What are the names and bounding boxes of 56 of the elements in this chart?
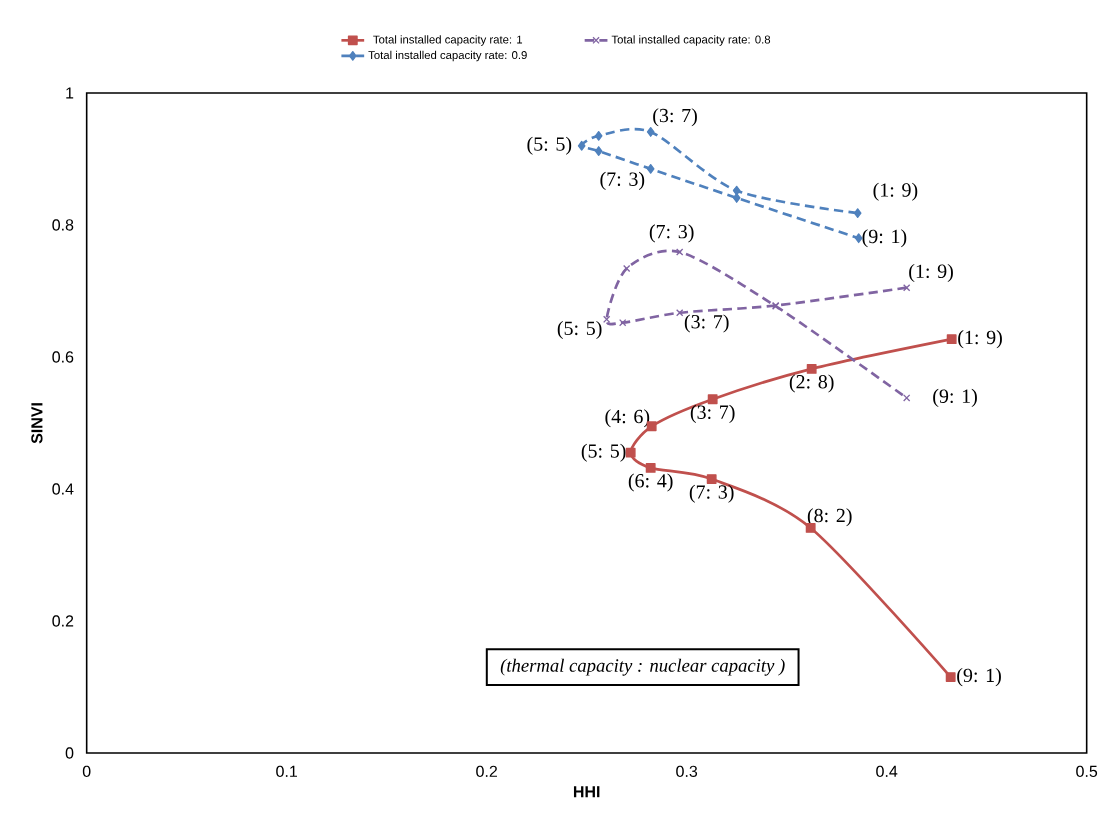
annotation: (9: 1) <box>957 668 1001 687</box>
point <box>806 363 817 374</box>
annotation: (5: 5) <box>527 136 572 155</box>
x-tick-label: 0.2 <box>476 765 497 778</box>
point <box>853 208 862 219</box>
x-tick-label: 0.3 <box>676 765 698 778</box>
annotation: (7: 3) <box>689 484 734 503</box>
point <box>732 185 741 196</box>
point <box>594 130 603 141</box>
legend-label: Total installed capacity rate: 1 <box>373 35 523 46</box>
annotation: (5: 5) <box>581 443 626 462</box>
point <box>577 140 586 151</box>
point <box>707 394 718 405</box>
y-tick-label: 0.6 <box>52 351 74 363</box>
annotation: (2: 8) <box>789 374 834 393</box>
point <box>945 672 956 683</box>
y-tick-label: 0.8 <box>52 219 74 231</box>
point <box>706 474 717 485</box>
point <box>805 522 816 533</box>
point <box>902 394 911 402</box>
x-tick-label: 0.1 <box>276 765 298 778</box>
point <box>646 163 655 174</box>
point <box>625 447 636 458</box>
annotation: (1: 9) <box>909 263 953 283</box>
legend-label: Total installed capacity rate: 0.8 <box>611 35 771 46</box>
annotation: (1: 9) <box>873 182 918 201</box>
annotation: (3: 7) <box>653 108 697 127</box>
annotation: (1: 9) <box>958 330 1002 349</box>
annotation: (9: 1) <box>862 229 907 248</box>
annotation: (9: 1) <box>933 388 977 407</box>
annotation: (3: 7) <box>690 404 735 423</box>
point <box>594 146 603 156</box>
y-tick-label: 1 <box>66 87 74 99</box>
y-tick-label: 0.4 <box>52 483 74 495</box>
annotation: (6: 4) <box>628 473 673 492</box>
y-axis-title: SINVI <box>31 403 43 444</box>
annotation: (thermal capacity : nuclear capacity ) <box>500 658 785 676</box>
annotation: (5: 5) <box>557 320 602 340</box>
y-tick-label: 0.2 <box>52 615 74 627</box>
annotation: (3: 7) <box>684 314 729 333</box>
annotation: (4: 6) <box>605 409 650 428</box>
legend-label: Total installed capacity rate: 0.9 <box>368 50 527 62</box>
point <box>675 248 684 256</box>
x-tick-label: 0.4 <box>876 765 898 778</box>
annotation: (7: 3) <box>649 224 694 243</box>
annotation: (7: 3) <box>600 171 645 190</box>
x-tick-label: 0.5 <box>1076 765 1098 778</box>
point <box>645 462 656 473</box>
point <box>675 309 684 317</box>
x-axis-title: HHI <box>573 786 600 798</box>
x-tick-label: 0 <box>82 765 91 778</box>
annotation: (8: 2) <box>807 508 852 527</box>
point <box>622 264 631 273</box>
point <box>946 334 957 345</box>
y-tick-label: 0 <box>65 747 74 759</box>
point <box>646 126 655 137</box>
